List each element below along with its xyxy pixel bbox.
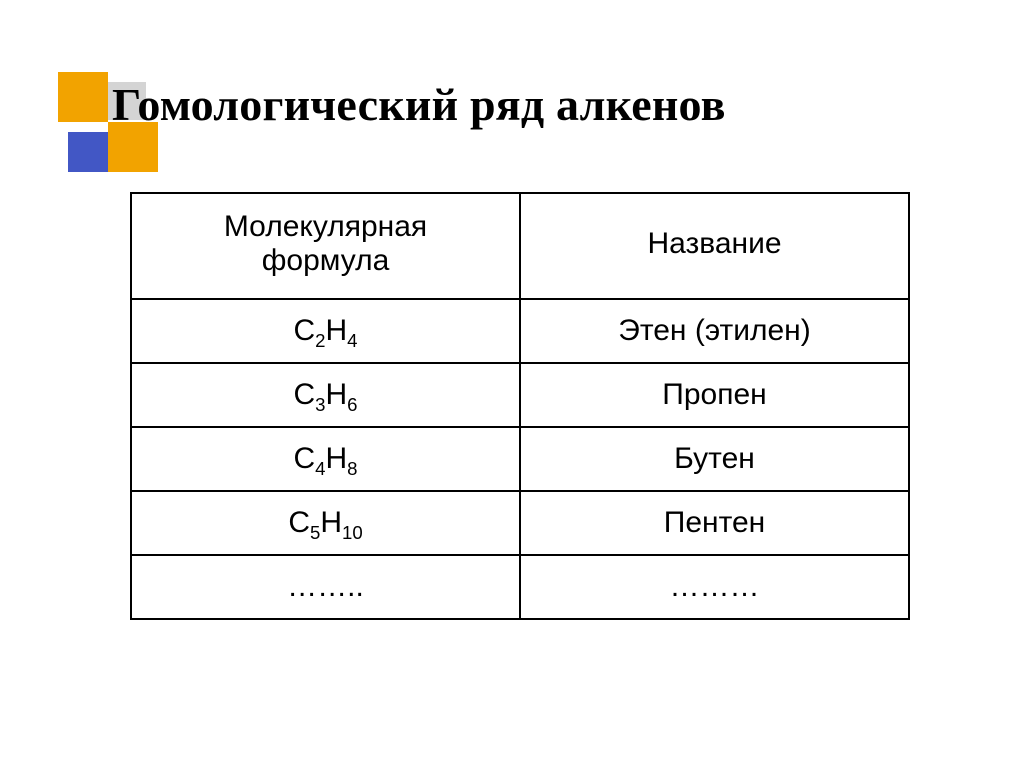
- table-row: ……..………: [131, 555, 909, 619]
- table-row: C2H4Этен (этилен): [131, 299, 909, 363]
- table-row: C3H6Пропен: [131, 363, 909, 427]
- slide: Гомологический ряд алкенов Молекулярнаяф…: [0, 0, 1024, 767]
- deco-square-orange-top: [58, 72, 108, 122]
- header-formula: Молекулярнаяформула: [131, 193, 520, 299]
- cell-formula: ……..: [131, 555, 520, 619]
- slide-title: Гомологический ряд алкенов: [112, 78, 726, 131]
- cell-name: ………: [520, 555, 909, 619]
- deco-square-blue: [68, 132, 108, 172]
- cell-name: Этен (этилен): [520, 299, 909, 363]
- cell-formula: C2H4: [131, 299, 520, 363]
- cell-name: Пентен: [520, 491, 909, 555]
- table-body: МолекулярнаяформулаНазваниеC2H4Этен (эти…: [131, 193, 909, 619]
- alkenes-table: МолекулярнаяформулаНазваниеC2H4Этен (эти…: [130, 192, 910, 620]
- cell-formula: C4H8: [131, 427, 520, 491]
- table-row: C4H8Бутен: [131, 427, 909, 491]
- cell-name: Пропен: [520, 363, 909, 427]
- table-row: C5H10Пентен: [131, 491, 909, 555]
- cell-formula: C3H6: [131, 363, 520, 427]
- header-name: Название: [520, 193, 909, 299]
- table-header-row: МолекулярнаяформулаНазвание: [131, 193, 909, 299]
- cell-name: Бутен: [520, 427, 909, 491]
- cell-formula: C5H10: [131, 491, 520, 555]
